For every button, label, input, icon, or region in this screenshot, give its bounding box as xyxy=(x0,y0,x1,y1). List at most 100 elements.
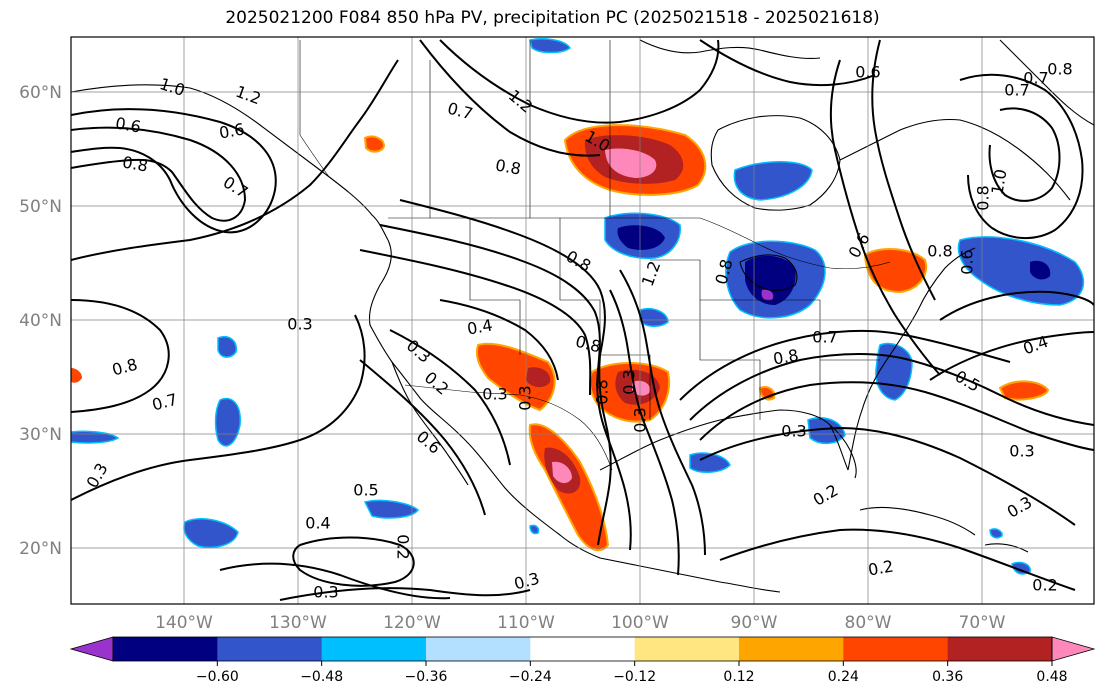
coast-cuba xyxy=(859,506,976,536)
lat-label-30n: 30°N xyxy=(19,425,62,445)
colorbar-extend-high xyxy=(1051,636,1096,662)
coast-labrador xyxy=(839,118,1071,201)
contour-label: 0.3 xyxy=(313,583,338,602)
lon-label-80w: 80°W xyxy=(845,613,892,633)
pv-contour-16 xyxy=(689,353,1094,426)
colorbar-tick-label: 0.36 xyxy=(932,669,963,685)
contour-label: 0.8 xyxy=(121,152,149,175)
lat-label-50n: 50°N xyxy=(19,197,62,217)
coast-east xyxy=(847,247,976,471)
precip-area-bc-coast xyxy=(363,135,386,153)
contour-label: 0.8 xyxy=(593,379,612,404)
colorbar-tick-label: −0.36 xyxy=(405,669,448,685)
pv-contours xyxy=(71,39,1094,601)
colorbar-segment xyxy=(739,637,844,661)
contour-label: 0.6 xyxy=(855,63,880,82)
contour-label: 0.3 xyxy=(482,385,507,404)
contour-label: 0.4 xyxy=(466,315,494,338)
precip-neg-mexico-east xyxy=(689,452,731,473)
lon-label-140w: 140°W xyxy=(155,613,213,633)
pv-contour-7 xyxy=(292,536,415,587)
pv-contour-1 xyxy=(71,108,277,234)
contour-label: 0.3 xyxy=(631,407,650,432)
coast-great-lakes xyxy=(739,254,798,291)
pv-contour-11 xyxy=(399,199,612,546)
pv-contour-10 xyxy=(419,39,601,157)
longitude-labels: 140°W 130°W 120°W 110°W 100°W 90°W 80°W … xyxy=(155,613,1006,633)
colorbar-tick-label: 0.48 xyxy=(1036,669,1067,685)
contour-label: 1.0 xyxy=(987,168,1010,196)
contour-label: 0.3 xyxy=(516,385,535,410)
coast-alaska xyxy=(71,84,389,241)
lon-label-120w: 120°W xyxy=(383,613,441,633)
colorbar-segment xyxy=(634,637,740,661)
colorbar-segment xyxy=(843,637,949,661)
colorbar-segments xyxy=(69,636,1096,662)
colorbar-tick-label: −0.12 xyxy=(613,669,656,685)
precip-neg-pacific-3 xyxy=(183,518,239,549)
pv-contour-8 xyxy=(279,587,531,601)
contour-label: 0.6 xyxy=(114,113,142,136)
contour-label: 0.2 xyxy=(867,556,895,579)
precip-neg-pacific-4 xyxy=(363,499,420,519)
contour-label: 0.6 xyxy=(218,119,246,142)
pv-contour-24 xyxy=(988,107,1061,202)
border-states-3 xyxy=(760,299,880,420)
coast-hudson-bay xyxy=(710,115,841,211)
colorbar-segment xyxy=(113,637,218,661)
pv-contour-18 xyxy=(679,329,1011,401)
lon-label-90w: 90°W xyxy=(731,613,778,633)
contour-label: 0.7 xyxy=(1004,81,1029,100)
precip-core-southwest xyxy=(526,367,551,388)
contour-label: 0.6 xyxy=(958,249,977,274)
precip-neg-alaska-top xyxy=(529,38,572,54)
precip-peak-canada-west xyxy=(605,148,657,178)
pv-contour-21 xyxy=(829,59,941,376)
colorbar-segment xyxy=(426,637,531,661)
pv-contour-3 xyxy=(71,59,399,261)
pv-contour-28 xyxy=(439,299,559,381)
lat-label-20n: 20°N xyxy=(19,539,62,559)
border-us-mexico xyxy=(404,384,613,471)
pv-contour-29 xyxy=(389,329,511,466)
pv-contour-26 xyxy=(929,331,1094,381)
map-frame xyxy=(70,36,1095,605)
contour-label: 0.8 xyxy=(974,185,993,210)
colorbar-tick-label: −0.24 xyxy=(509,669,552,685)
pv-contour-23 xyxy=(959,73,1084,240)
pv-contour-12 xyxy=(379,224,632,551)
precip-neg-core-great-lakes xyxy=(745,255,796,305)
precip-neg-core-manitoba xyxy=(617,225,665,250)
colorbar: −0.60 −0.48 −0.36 −0.24 −0.12 0.12 0.24 0.36 0.4… xyxy=(69,636,1096,685)
pv-contour-15 xyxy=(619,269,706,556)
pv-contour-2 xyxy=(71,126,247,222)
contour-label: 0.8 xyxy=(494,155,522,178)
contour-label: 0.7 xyxy=(1023,69,1048,88)
pv-contour-27 xyxy=(699,39,876,87)
precip-neg-pacific-1 xyxy=(217,336,237,358)
border-us-canada xyxy=(388,217,891,270)
colorbar-tick-label: −0.48 xyxy=(300,669,343,685)
coast-baja xyxy=(391,361,469,486)
contour-label: 0.3 xyxy=(1009,442,1034,461)
pv-contour-6 xyxy=(219,562,451,600)
contour-label: 0.4 xyxy=(305,514,330,533)
precip-neg-core-atlantic xyxy=(1030,260,1051,280)
colorbar-ticks: −0.60 −0.48 −0.36 −0.24 −0.12 0.12 0.24 0.36 0.4… xyxy=(196,661,1068,685)
precip-positive-areas xyxy=(71,124,1050,552)
pv-contour-13 xyxy=(359,249,592,396)
precip-peak-texas xyxy=(632,380,651,396)
contour-label: 0.7 xyxy=(812,328,837,347)
contour-label: 0.8 xyxy=(772,345,800,368)
colorbar-tick-label: 0.24 xyxy=(828,669,859,685)
pv-contour-30 xyxy=(359,359,486,516)
pv-contour-22 xyxy=(871,39,936,301)
precip-area-great-lakes xyxy=(863,248,928,294)
lon-label-100w: 100°W xyxy=(611,613,669,633)
contour-label: 0.3 xyxy=(287,315,312,334)
contour-label: 0.8 xyxy=(1047,60,1072,79)
colorbar-frame xyxy=(112,636,1053,662)
lat-label-40n: 40°N xyxy=(19,311,62,331)
contour-label: 0.5 xyxy=(353,481,378,500)
